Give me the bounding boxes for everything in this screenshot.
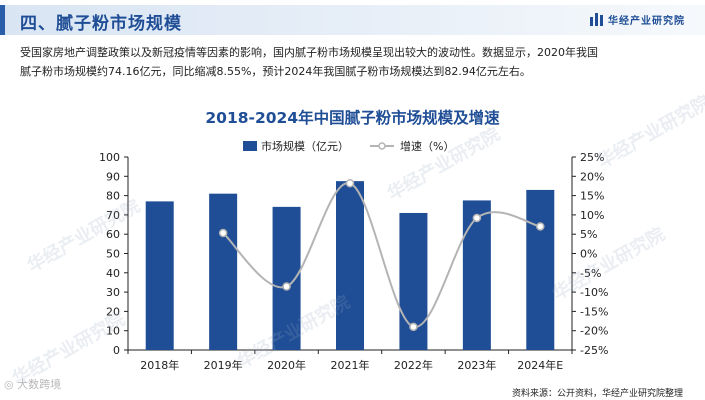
growth-point xyxy=(345,178,355,188)
y-left-tick-label: 30 xyxy=(106,286,120,299)
intro-paragraph: 受国家房地产调整政策以及新冠疫情等因素的影响，国内腻子粉市场规模呈现出较大的波动… xyxy=(20,43,690,81)
y-right-tick-label: -15% xyxy=(580,305,608,318)
x-tick-label: 2021年 xyxy=(331,358,370,372)
legend-label-bar: 市场规模（亿元） xyxy=(261,139,349,153)
bar xyxy=(526,189,555,350)
x-tick-label: 2024年E xyxy=(517,358,563,372)
intro-line-2: 腻子粉市场规模约74.16亿元，同比缩减8.55%，预计2024年我国腻子粉市场… xyxy=(20,65,531,78)
bar xyxy=(336,181,364,350)
y-left-tick-label: 60 xyxy=(106,228,120,241)
growth-point xyxy=(472,213,482,223)
brand: 华经产业研究院 xyxy=(590,12,685,27)
y-left-tick-label: 100 xyxy=(99,151,120,164)
y-right-tick-label: 10% xyxy=(580,209,604,222)
y-right-tick-label: -10% xyxy=(580,286,608,299)
y-left-tick-label: 90 xyxy=(106,170,120,183)
y-left-tick-label: 80 xyxy=(106,190,120,203)
corner-watermark: ◎ 大数跨境 xyxy=(4,378,62,391)
growth-point xyxy=(536,222,545,231)
growth-point xyxy=(218,228,228,238)
brand-name: 华经产业研究院 xyxy=(608,16,685,27)
y-right-tick-label: 15% xyxy=(580,190,604,203)
x-tick-label: 2022年 xyxy=(394,358,433,372)
x-tick-label: 2020年 xyxy=(267,358,306,372)
source-note: 资料来源：公开资料，华经产业研究院整理 xyxy=(511,389,683,399)
x-tick-label: 2023年 xyxy=(457,358,496,372)
legend-label-line: 增速（%） xyxy=(400,139,454,153)
intro-line-1: 受国家房地产调整政策以及新冠疫情等因素的影响，国内腻子粉市场规模呈现出较大的波动… xyxy=(20,46,598,59)
growth-line xyxy=(222,182,541,328)
bar xyxy=(209,193,238,350)
camera-icon: ◎ xyxy=(4,378,18,391)
y-left-tick-label: 0 xyxy=(113,344,120,357)
y-left-tick-label: 50 xyxy=(106,248,120,261)
y-left-tick-label: 40 xyxy=(106,267,120,280)
header-band xyxy=(0,5,705,35)
y-right-tick-label: -20% xyxy=(580,325,608,338)
chart-title: 2018-2024年中国腻子粉市场规模及增速 xyxy=(205,109,500,127)
header-accent-bar xyxy=(0,5,5,35)
y-right-tick-label: -25% xyxy=(580,344,608,357)
legend-swatch-bar xyxy=(243,141,257,151)
growth-point xyxy=(282,282,291,291)
y-left-tick-label: 20 xyxy=(106,305,120,318)
x-tick-label: 2018年 xyxy=(140,358,179,372)
y-left-tick-label: 70 xyxy=(106,209,120,222)
y-right-tick-label: 20% xyxy=(580,170,604,183)
growth-point xyxy=(409,322,418,332)
bar xyxy=(145,201,174,350)
y-right-tick-label: 0% xyxy=(580,248,597,261)
y-right-tick-label: 25% xyxy=(580,151,604,164)
legend-swatch-marker xyxy=(378,142,386,150)
brand-logo-icon xyxy=(590,13,603,26)
y-left-tick-label: 10 xyxy=(106,325,120,338)
page-title: 四、腻子粉市场规模 xyxy=(20,14,182,34)
y-right-tick-label: 5% xyxy=(580,228,597,241)
bar xyxy=(462,200,491,350)
y-right-tick-label: -5% xyxy=(580,267,601,280)
x-tick-label: 2019年 xyxy=(204,358,243,372)
